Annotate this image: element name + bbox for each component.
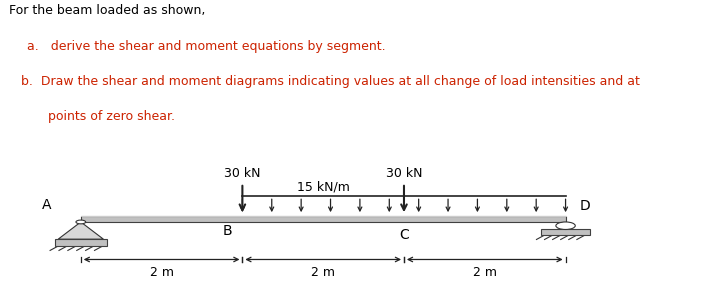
Text: 15 kN/m: 15 kN/m: [296, 180, 350, 193]
Text: C: C: [399, 228, 409, 241]
Bar: [55, 239, 107, 246]
Text: points of zero shear.: points of zero shear.: [48, 110, 176, 123]
Circle shape: [556, 222, 575, 230]
Text: A: A: [42, 198, 52, 212]
Text: 2 m: 2 m: [473, 266, 497, 279]
Text: a.   derive the shear and moment equations by segment.: a. derive the shear and moment equations…: [27, 40, 385, 53]
Text: B: B: [223, 224, 232, 238]
Polygon shape: [58, 222, 103, 239]
Circle shape: [76, 220, 85, 224]
Text: b.  Draw the shear and moment diagrams indicating values at all change of load i: b. Draw the shear and moment diagrams in…: [21, 75, 640, 88]
Text: For the beam loaded as shown,: For the beam loaded as shown,: [9, 4, 205, 17]
Text: 2 m: 2 m: [149, 266, 173, 279]
Text: D: D: [580, 199, 591, 213]
Text: 30 kN: 30 kN: [386, 167, 422, 180]
Text: 2 m: 2 m: [311, 266, 335, 279]
Bar: [81, 216, 565, 222]
Bar: [541, 230, 590, 235]
Text: 30 kN: 30 kN: [224, 167, 261, 180]
